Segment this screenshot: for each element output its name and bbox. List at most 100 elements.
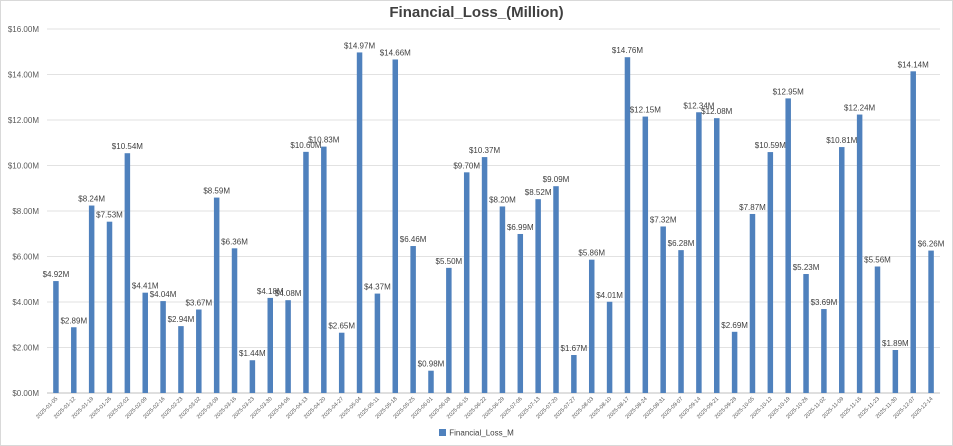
bar <box>714 118 720 394</box>
data-label: $4.08M <box>275 289 302 298</box>
bar <box>588 259 595 393</box>
data-label: $4.92M <box>43 270 70 279</box>
bar <box>535 199 541 393</box>
data-label: $1.89M <box>882 339 909 348</box>
data-label: $10.81M <box>826 136 857 145</box>
y-tick-label: $10.00M <box>8 162 39 171</box>
data-label: $6.99M <box>507 223 534 232</box>
bar <box>874 266 881 393</box>
bar <box>71 327 77 393</box>
data-label: $6.26M <box>918 240 945 249</box>
y-tick-label: $6.00M <box>12 253 39 262</box>
bar <box>356 52 363 394</box>
data-label: $14.76M <box>612 46 643 55</box>
bar <box>213 197 220 393</box>
legend-swatch <box>439 429 447 437</box>
data-label: $6.28M <box>668 239 695 248</box>
data-label: $7.87M <box>739 203 766 212</box>
data-label: $5.23M <box>793 263 820 272</box>
bar <box>428 370 434 393</box>
data-label: $2.89M <box>60 316 87 325</box>
bar <box>410 246 416 393</box>
data-label: $12.95M <box>773 87 804 96</box>
data-label: $14.14M <box>898 60 929 69</box>
bar <box>338 332 345 393</box>
bar <box>624 57 631 394</box>
data-label: $2.69M <box>721 321 748 330</box>
data-label: $12.34M <box>683 101 714 110</box>
bar <box>892 350 899 393</box>
chart-title: Financial_Loss_(Million) <box>389 4 564 21</box>
data-label: $12.15M <box>630 106 661 115</box>
data-label: $12.08M <box>701 107 732 116</box>
bar <box>178 326 184 393</box>
data-label: $8.24M <box>78 195 105 204</box>
bar <box>803 274 809 393</box>
bar <box>446 267 452 393</box>
data-label: $6.46M <box>400 235 427 244</box>
data-label: $10.60M <box>290 141 321 150</box>
bar <box>231 248 238 393</box>
bar <box>374 293 381 393</box>
y-tick-label: $2.00M <box>12 344 39 353</box>
bar <box>53 281 59 393</box>
bar <box>463 172 470 393</box>
data-label: $5.50M <box>436 257 463 266</box>
bar <box>785 98 791 393</box>
y-tick-label: $4.00M <box>12 298 39 307</box>
data-label: $8.52M <box>525 188 552 197</box>
bar <box>606 301 613 393</box>
legend: Financial_Loss_M <box>0 428 953 437</box>
bar <box>499 206 506 393</box>
data-label: $10.54M <box>112 142 143 151</box>
data-label: $4.01M <box>596 291 623 300</box>
bar <box>303 151 309 393</box>
data-label: $2.94M <box>168 315 195 324</box>
legend-label: Financial_Loss_M <box>449 428 514 438</box>
data-label: $8.20M <box>489 195 516 204</box>
data-label: $1.67M <box>561 344 588 353</box>
bar <box>321 146 327 393</box>
y-tick-label: $0.00M <box>12 389 39 398</box>
data-label: $9.09M <box>543 175 570 184</box>
bar <box>749 213 756 393</box>
bar <box>481 157 488 393</box>
data-label: $2.65M <box>328 322 355 331</box>
data-label: $14.97M <box>344 41 375 50</box>
data-label: $10.37M <box>469 146 500 155</box>
data-label: $4.18M <box>257 287 284 296</box>
bar <box>731 331 738 393</box>
data-label: $9.70M <box>453 161 480 170</box>
bar <box>767 152 774 393</box>
y-tick-label: $8.00M <box>12 207 39 216</box>
bar <box>928 250 934 393</box>
bar <box>660 226 666 393</box>
bar <box>160 301 166 393</box>
y-tick-label: $14.00M <box>8 71 39 80</box>
bar <box>839 147 845 393</box>
data-label: $5.86M <box>578 249 605 258</box>
bar <box>392 59 399 394</box>
bar <box>88 205 95 393</box>
data-label: $10.83M <box>308 136 339 145</box>
data-label: $5.56M <box>864 256 891 265</box>
y-tick-label: $16.00M <box>8 25 39 34</box>
bar <box>196 309 202 393</box>
data-label: $7.32M <box>650 215 677 224</box>
bar <box>142 292 148 393</box>
bar <box>517 233 524 393</box>
bar <box>106 221 113 393</box>
data-label: $4.41M <box>132 282 159 291</box>
data-label: $1.44M <box>239 349 266 358</box>
bar <box>249 360 256 393</box>
bar <box>696 112 702 393</box>
bar <box>553 186 559 393</box>
data-label: $12.24M <box>844 104 875 113</box>
bar <box>642 116 649 394</box>
bar <box>821 309 827 393</box>
data-label: $14.66M <box>380 48 411 57</box>
bar <box>267 297 273 393</box>
data-label: $10.59M <box>755 141 786 150</box>
data-label: $7.53M <box>96 211 123 220</box>
